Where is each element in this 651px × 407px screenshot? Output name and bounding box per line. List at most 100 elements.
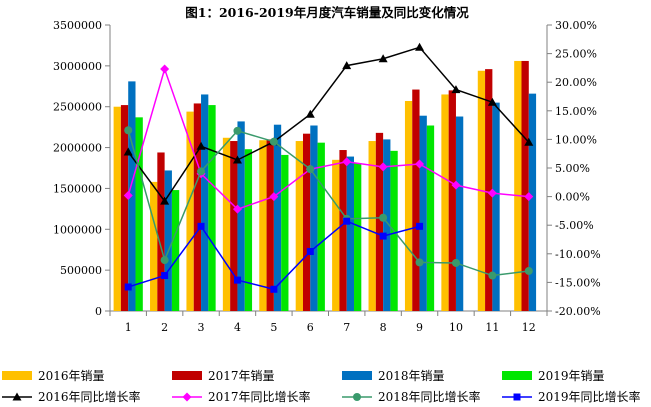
- line-marker: [342, 61, 352, 70]
- right-tick-label: -5.00%: [555, 219, 594, 232]
- line-marker: [415, 258, 424, 267]
- bar: [259, 140, 267, 311]
- right-tick-label: 0.00%: [555, 191, 590, 204]
- right-tick-label: -15.00%: [555, 276, 601, 289]
- bar: [171, 190, 180, 311]
- bar: [317, 142, 325, 311]
- legend-label: 2017年同比增长率: [208, 389, 311, 404]
- left-tick-label: 0: [95, 305, 102, 318]
- bar: [302, 133, 311, 311]
- line-marker: [379, 213, 388, 222]
- right-tick-label: -10.00%: [555, 248, 601, 261]
- bar: [448, 90, 456, 311]
- right-tick-label: 5.00%: [555, 162, 590, 175]
- bar: [201, 94, 209, 311]
- line-marker: [270, 285, 278, 293]
- line-marker: [124, 283, 132, 291]
- line-marker: [451, 258, 460, 267]
- line-marker: [524, 137, 534, 146]
- line-marker: [232, 204, 242, 214]
- legend-entry: 2018年销量: [342, 369, 445, 383]
- line-marker: [379, 232, 387, 240]
- line-marker: [12, 392, 22, 401]
- line-marker: [343, 217, 351, 225]
- bar: [426, 125, 435, 311]
- bar: [157, 152, 165, 311]
- bar: [281, 154, 289, 311]
- line-marker: [160, 196, 170, 205]
- legend-label: 2019年同比增长率: [538, 389, 641, 404]
- line-marker: [269, 137, 278, 146]
- line-marker: [160, 64, 170, 74]
- legend-entry: 2016年销量: [2, 369, 105, 383]
- legend-entry: 2016年同比增长率: [2, 389, 141, 404]
- legend: 2016年销量 2017年销量 2018年销量 2019年销量 2016年同比增长率 20…: [2, 369, 641, 404]
- x-tick-label: 1: [125, 321, 132, 334]
- bar: [455, 116, 464, 312]
- bar: [441, 94, 449, 311]
- right-tick-label: 30.00%: [555, 19, 597, 32]
- line-marker: [378, 162, 388, 172]
- line-series-group: [123, 42, 534, 293]
- bar: [295, 141, 303, 311]
- line-marker: [269, 192, 279, 202]
- line-marker: [233, 126, 242, 135]
- bar: [332, 159, 340, 311]
- bar: [354, 163, 362, 311]
- bar: [266, 139, 274, 311]
- legend-label: 2019年销量: [538, 369, 605, 383]
- line-marker: [487, 97, 497, 106]
- legend-swatch: [172, 371, 202, 380]
- line-series: [123, 64, 534, 214]
- line-marker: [342, 157, 352, 167]
- right-tick-label: 25.00%: [555, 48, 597, 61]
- x-tick-label: 6: [307, 321, 314, 334]
- line-marker: [513, 393, 521, 401]
- bar: [120, 105, 129, 311]
- line-series: [123, 42, 534, 205]
- legend-entry: 2019年销量: [502, 369, 605, 383]
- left-tick-label: 1500000: [53, 182, 102, 195]
- x-tick-label: 7: [343, 321, 350, 334]
- bar: [186, 111, 194, 311]
- x-tick-label: 5: [270, 321, 277, 334]
- bar: [113, 106, 121, 311]
- line-marker: [451, 85, 461, 94]
- bar: [514, 60, 522, 311]
- right-tick-label: 20.00%: [555, 76, 597, 89]
- left-tick-label: 2000000: [53, 142, 102, 155]
- bar: [237, 121, 245, 312]
- bar: [383, 139, 391, 311]
- legend-entry: 2018年同比增长率: [342, 389, 481, 404]
- legend-label: 2018年同比增长率: [378, 389, 481, 404]
- legend-label: 2018年销量: [378, 369, 445, 383]
- bar-series: [128, 81, 537, 312]
- bar: [339, 150, 347, 311]
- bar: [528, 93, 537, 311]
- line-marker: [161, 272, 169, 280]
- bar: [521, 60, 529, 311]
- bar: [244, 149, 253, 311]
- line-marker: [487, 188, 497, 198]
- series-line: [127, 66, 529, 211]
- bar: [208, 105, 216, 311]
- bar: [230, 141, 238, 311]
- bar: [273, 124, 282, 311]
- x-tick-label: 10: [449, 321, 463, 334]
- line-marker: [488, 271, 497, 280]
- bar: [135, 117, 143, 311]
- bar: [485, 69, 493, 311]
- bar: [404, 100, 413, 311]
- bar: [193, 103, 202, 312]
- line-marker: [232, 155, 242, 164]
- legend-label: 2016年同比增长率: [38, 389, 141, 404]
- line-marker: [196, 141, 206, 150]
- bar: [346, 156, 355, 311]
- bar: [375, 132, 384, 311]
- bar: [164, 170, 172, 311]
- line-marker: [416, 222, 424, 230]
- left-tick-label: 500000: [60, 264, 102, 277]
- line-marker: [123, 147, 133, 156]
- line-marker: [197, 167, 206, 176]
